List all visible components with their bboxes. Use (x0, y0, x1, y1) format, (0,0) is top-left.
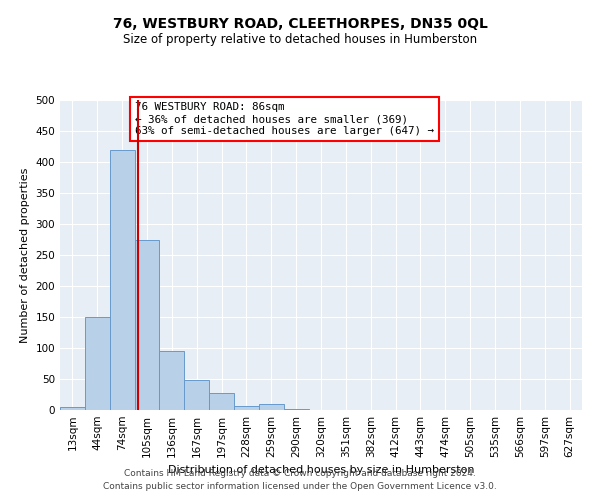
Bar (184, 380, 209, 410)
Bar (209, 394, 234, 410)
Bar (259, 404, 284, 410)
Text: Contains HM Land Registry data © Crown copyright and database right 2024.: Contains HM Land Registry data © Crown c… (124, 468, 476, 477)
Bar (160, 351, 184, 410)
Bar (85, 317, 110, 410)
Y-axis label: Number of detached properties: Number of detached properties (20, 168, 30, 342)
X-axis label: Distribution of detached houses by size in Humberston: Distribution of detached houses by size … (168, 466, 474, 475)
Bar (110, 150, 134, 410)
Text: Size of property relative to detached houses in Humberston: Size of property relative to detached ho… (123, 32, 477, 46)
Bar (284, 409, 308, 410)
Bar (234, 406, 259, 410)
Bar (134, 240, 160, 410)
Text: 76, WESTBURY ROAD, CLEETHORPES, DN35 0QL: 76, WESTBURY ROAD, CLEETHORPES, DN35 0QL (113, 18, 487, 32)
Text: Contains public sector information licensed under the Open Government Licence v3: Contains public sector information licen… (103, 482, 497, 491)
Bar (60, 407, 85, 410)
Text: 76 WESTBURY ROAD: 86sqm
← 36% of detached houses are smaller (369)
63% of semi-d: 76 WESTBURY ROAD: 86sqm ← 36% of detache… (135, 102, 434, 136)
